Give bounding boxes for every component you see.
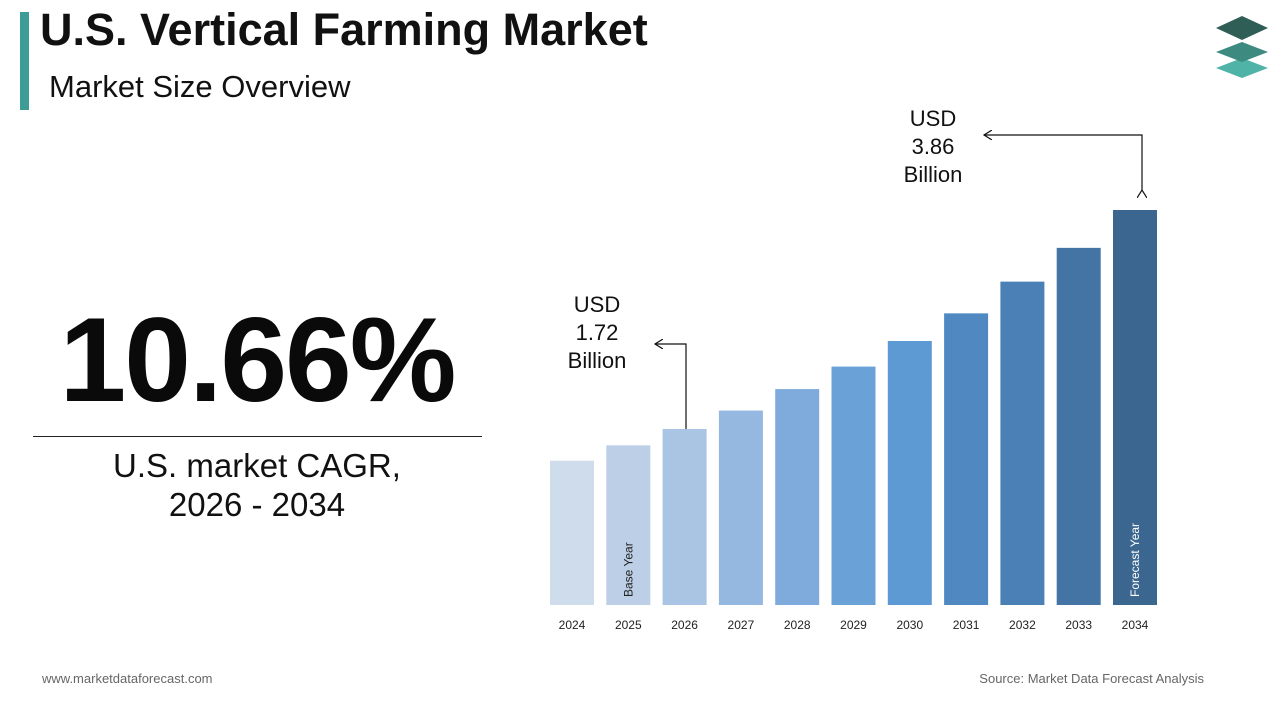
bar-2031 [944,313,989,605]
x-tick-label-2024: 2024 [559,618,586,632]
bar-2026 [662,428,707,605]
stacked-layers-icon [1208,14,1276,84]
forecast-callout-value: 3.86 [911,134,955,159]
x-tick-label-2028: 2028 [784,618,811,632]
cagr-label: U.S. market CAGR, 2026 - 2034 [32,446,482,524]
x-tick-label-2031: 2031 [953,618,980,632]
base-callout-value: 1.72 [575,320,619,345]
bar-2030 [887,340,932,605]
x-tick-label-2030: 2030 [896,618,923,632]
cagr-label-line1: U.S. market CAGR, [113,447,401,484]
base-value-callout: USD 1.72 Billion [552,291,642,375]
forecast-value-callout: USD 3.86 Billion [888,105,978,189]
bar-2033 [1056,247,1101,605]
market-size-bar-chart: 2024 2025 Base Year 2026 2027 2028 2029 2030 203… [540,190,1170,640]
x-tick-label-2029: 2029 [840,618,867,632]
bar-annotation-2025: Base Year [621,542,635,597]
x-tick-label-2026: 2026 [671,618,698,632]
bar-2025 [606,445,651,605]
bar-2027 [718,410,763,605]
footer-source: Source: Market Data Forecast Analysis [979,671,1204,686]
bar-2028 [775,389,820,605]
bar-2029 [831,366,876,605]
title-accent-bar [20,12,29,110]
base-callout-unit: Billion [567,348,627,373]
kpi-divider [33,436,482,437]
chart-canvas: 2024 2025 Base Year 2026 2027 2028 2029 2030 203… [550,210,1157,632]
x-tick-label-2033: 2033 [1065,618,1092,632]
page-subtitle: Market Size Overview [49,69,351,104]
bar-2032 [1000,281,1045,605]
forecast-callout-currency: USD [909,106,957,131]
page-title: U.S. Vertical Farming Market [40,4,648,55]
cagr-value: 10.66% [59,293,457,427]
x-tick-label-2027: 2027 [728,618,755,632]
forecast-callout-unit: Billion [903,162,963,187]
x-tick-label-2025: 2025 [615,618,642,632]
x-tick-label-2032: 2032 [1009,618,1036,632]
base-callout-currency: USD [573,292,621,317]
bar-2034 [1113,210,1157,605]
forecast-callout-arrow [984,135,1142,190]
footer-website: www.marketdataforecast.com [42,671,213,686]
bar-2024 [550,460,594,605]
bar-annotation-2034: Forecast Year [1128,523,1142,597]
cagr-label-line2: 2026 - 2034 [168,486,346,523]
x-tick-label-2034: 2034 [1122,618,1149,632]
